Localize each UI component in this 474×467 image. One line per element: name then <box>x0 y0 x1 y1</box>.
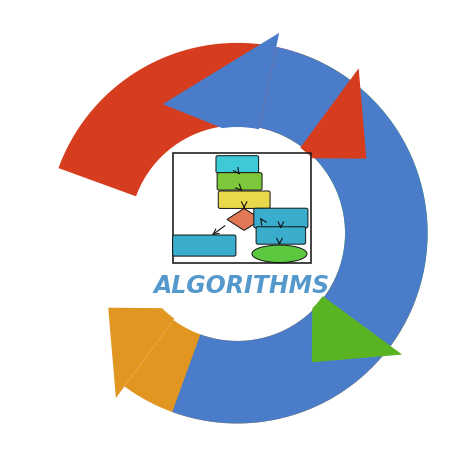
Text: Experiment: Experiment <box>454 172 474 334</box>
Circle shape <box>132 127 343 339</box>
Polygon shape <box>58 43 350 196</box>
Polygon shape <box>108 308 182 398</box>
FancyBboxPatch shape <box>256 227 306 244</box>
FancyBboxPatch shape <box>216 156 259 173</box>
Polygon shape <box>227 208 261 230</box>
FancyBboxPatch shape <box>217 173 262 190</box>
Polygon shape <box>312 289 402 362</box>
Polygon shape <box>163 33 279 142</box>
Polygon shape <box>274 54 428 346</box>
Text: ALGORITHMS: ALGORITHMS <box>154 274 330 298</box>
FancyBboxPatch shape <box>173 235 236 256</box>
Polygon shape <box>125 270 416 424</box>
Text: Analyze: Analyze <box>0 170 20 280</box>
Polygon shape <box>172 47 428 424</box>
Text: Implement: Implement <box>149 435 326 463</box>
Text: Design: Design <box>162 5 275 33</box>
FancyBboxPatch shape <box>254 208 308 228</box>
Ellipse shape <box>252 245 307 262</box>
FancyBboxPatch shape <box>218 191 270 208</box>
Polygon shape <box>292 68 366 159</box>
